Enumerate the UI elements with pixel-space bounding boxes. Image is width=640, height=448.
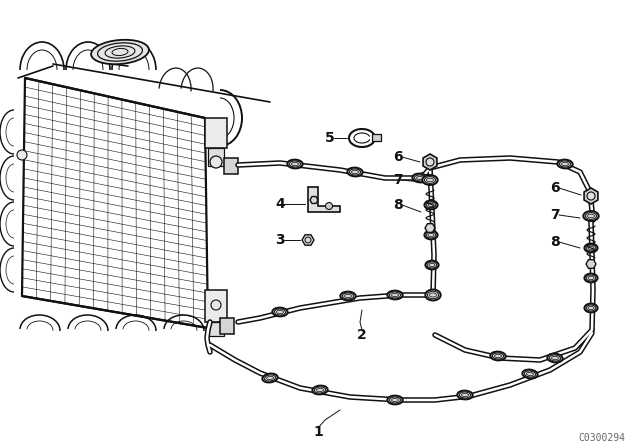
Ellipse shape [340, 292, 356, 301]
Ellipse shape [91, 40, 149, 64]
Text: 3: 3 [275, 233, 285, 247]
Ellipse shape [312, 386, 328, 394]
Text: 4: 4 [275, 197, 285, 211]
Ellipse shape [547, 353, 563, 362]
Text: 2: 2 [357, 328, 367, 342]
Polygon shape [423, 154, 437, 170]
Text: 5: 5 [325, 131, 335, 145]
Text: 6: 6 [393, 150, 403, 164]
Ellipse shape [272, 308, 288, 316]
Polygon shape [425, 224, 435, 233]
Text: 7: 7 [550, 208, 560, 222]
Circle shape [210, 156, 222, 168]
Bar [205, 118, 227, 148]
Ellipse shape [583, 211, 598, 221]
Bar [208, 148, 224, 166]
Ellipse shape [422, 175, 438, 185]
Bar [205, 290, 227, 322]
Ellipse shape [348, 168, 363, 177]
Polygon shape [586, 260, 596, 268]
Circle shape [326, 202, 333, 210]
Bar [208, 322, 224, 336]
Polygon shape [310, 197, 318, 203]
Ellipse shape [426, 261, 438, 269]
Circle shape [426, 158, 434, 166]
Ellipse shape [557, 159, 573, 168]
Polygon shape [308, 187, 340, 212]
Ellipse shape [584, 274, 598, 282]
Circle shape [17, 150, 27, 160]
Ellipse shape [490, 352, 506, 360]
Ellipse shape [287, 159, 303, 168]
Ellipse shape [412, 173, 428, 182]
Circle shape [587, 192, 595, 200]
Text: 7: 7 [393, 173, 403, 187]
Bar [224, 158, 238, 174]
Ellipse shape [387, 291, 403, 299]
Text: 1: 1 [313, 425, 323, 439]
Text: 8: 8 [393, 198, 403, 212]
Ellipse shape [584, 244, 598, 252]
Ellipse shape [424, 231, 438, 239]
Polygon shape [302, 235, 314, 245]
Text: 8: 8 [550, 235, 560, 249]
Bar [372, 134, 381, 141]
Ellipse shape [584, 304, 598, 312]
Polygon shape [584, 188, 598, 204]
Text: C0300294: C0300294 [578, 433, 625, 443]
Text: 6: 6 [550, 181, 560, 195]
Ellipse shape [522, 370, 538, 379]
Circle shape [211, 300, 221, 310]
Bar [220, 318, 234, 334]
Ellipse shape [458, 391, 473, 400]
Ellipse shape [426, 289, 441, 301]
Ellipse shape [387, 396, 403, 405]
Circle shape [305, 237, 311, 243]
Ellipse shape [424, 201, 438, 209]
Ellipse shape [262, 374, 278, 383]
